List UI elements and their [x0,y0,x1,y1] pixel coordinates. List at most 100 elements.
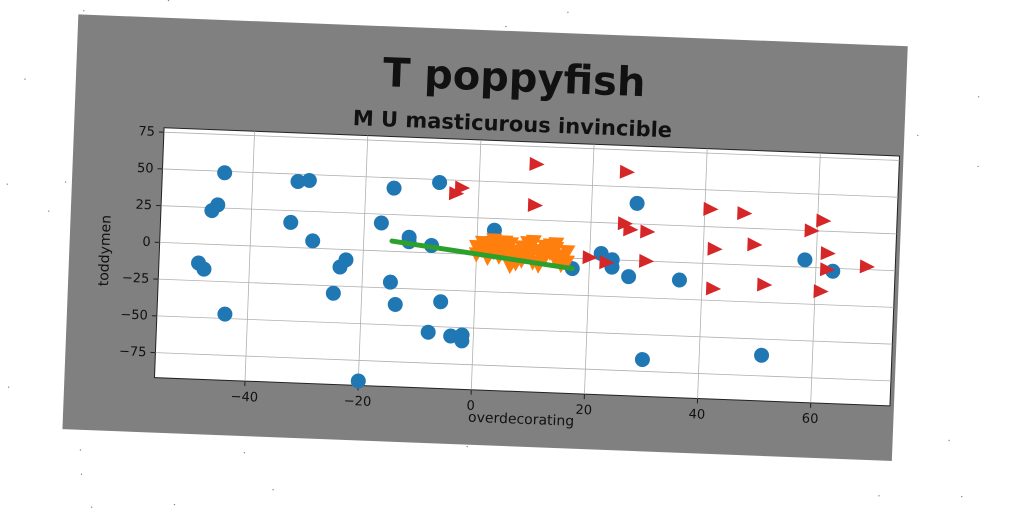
scatter-point-circle [301,172,317,188]
speck [948,439,950,442]
scatter-point-circle [754,347,770,363]
scatter-point-circle [373,215,389,231]
scatter-point-triangle-right [638,253,655,268]
y-tick-label: −50 [120,307,148,323]
scatter-point-circle [382,274,398,290]
y-grid-line [162,168,898,198]
trend-line [389,238,575,272]
y-tick-label: 25 [135,198,152,214]
chart-card: T poppyfish M U masticurous invincible −… [62,14,908,461]
x-grid-line [244,131,255,382]
scatter-point-triangle-right [737,206,753,221]
x-grid-line [697,148,708,399]
y-tick-label: −25 [122,271,150,287]
scatter-point-triangle-right [813,284,829,299]
speck [878,495,880,497]
scatter-point-triangle-right [599,255,615,270]
y-axis-label: toddymen [96,215,115,287]
speck [466,445,468,448]
speck [173,503,176,506]
speck [272,489,274,491]
speck [80,473,83,475]
x-tick-label: −20 [344,394,372,410]
speck [961,495,963,498]
speck [505,25,507,28]
scatter-point-triangle-right [582,250,598,265]
scatter-point-circle [629,195,645,211]
speck [6,183,8,185]
grid-lines [155,131,900,403]
scatter-point-circle [217,165,233,181]
scatter-point-triangle-right [804,223,820,238]
speck [79,449,82,451]
y-tick-label: −75 [119,344,147,360]
scatter-point-triangle-down [474,235,491,252]
speck [7,386,10,388]
scatter-point-circle [593,245,609,261]
scatter-point-triangle-right [707,241,723,256]
scatter-point-triangle-down [497,235,514,251]
y-tick-label: 50 [137,161,154,177]
y-grid-line [156,315,893,345]
scatter-point-triangle-right [623,222,639,237]
scatter-point-triangle-right [640,224,656,239]
scatter-point-circle [387,296,403,312]
x-tick-label: 20 [575,403,592,419]
scatter-point-circle [432,175,448,191]
scatter-point-triangle-right [448,186,465,201]
scatter-point-circle [420,324,436,340]
x-grid-line [357,135,369,386]
scatter-point-triangle-right [703,201,719,216]
scatter-point-circle [386,180,402,196]
scatter-point-triangle-down [559,244,576,261]
scatter-point-circle [283,214,299,230]
scatter-point-circle [454,333,470,349]
scatter-point-triangle-down [514,247,531,263]
speck [917,134,919,137]
x-grid-line [470,139,482,390]
scatter-point-triangle-down [502,258,519,275]
scatter-point-circle [350,373,366,389]
scatter-point-circle [325,285,341,301]
x-grid-line [810,152,821,403]
scatter-point-triangle-right [819,262,836,277]
plot-area: −40 −20 0 20 40 60 75 50 25 0 −25 −50 −75 [119,124,901,427]
y-axis-ticks: 75 50 25 0 −25 −50 −75 [119,124,164,360]
scatter-point-circle [797,252,813,268]
data-marks [191,156,875,389]
scatter-point-triangle-right [816,213,832,228]
speck [83,10,85,12]
scatter-point-triangle-right [747,237,763,252]
scatter-point-triangle-right [757,277,773,292]
scatter-point-triangle-right [619,164,635,179]
x-tick-label: −40 [230,390,258,406]
y-grid-line [155,352,891,382]
scatter-point-triangle-right [859,259,875,274]
speck [64,181,67,183]
speck [48,210,50,212]
scatter-point-circle [204,203,220,219]
y-grid-line [158,278,894,308]
speck [167,0,170,2]
speck [243,452,246,454]
speck [567,11,569,13]
x-grid-line [584,144,595,395]
scatter-point-circle [305,233,321,249]
scatter-point-circle [290,173,306,189]
plot-frame [153,127,901,407]
scatter-point-triangle-down [536,245,553,261]
x-tick-label: 0 [466,399,475,414]
y-grid-line [161,205,897,235]
x-axis-label: overdecorating [468,410,575,430]
scatter-point-circle [196,261,212,277]
chart-title: T poppyfish [382,50,646,106]
scatter-point-triangle-right [705,281,722,296]
scatter-point-circle [671,272,687,288]
x-tick-label: 60 [802,411,819,427]
scatter-point-circle [621,269,637,285]
scatter-point-circle [433,294,449,310]
scatter-point-triangle-down [491,243,508,260]
scatter-point-circle [338,252,354,268]
scatter-point-triangle-right [529,156,545,171]
scatter-point-triangle-right [820,246,836,261]
